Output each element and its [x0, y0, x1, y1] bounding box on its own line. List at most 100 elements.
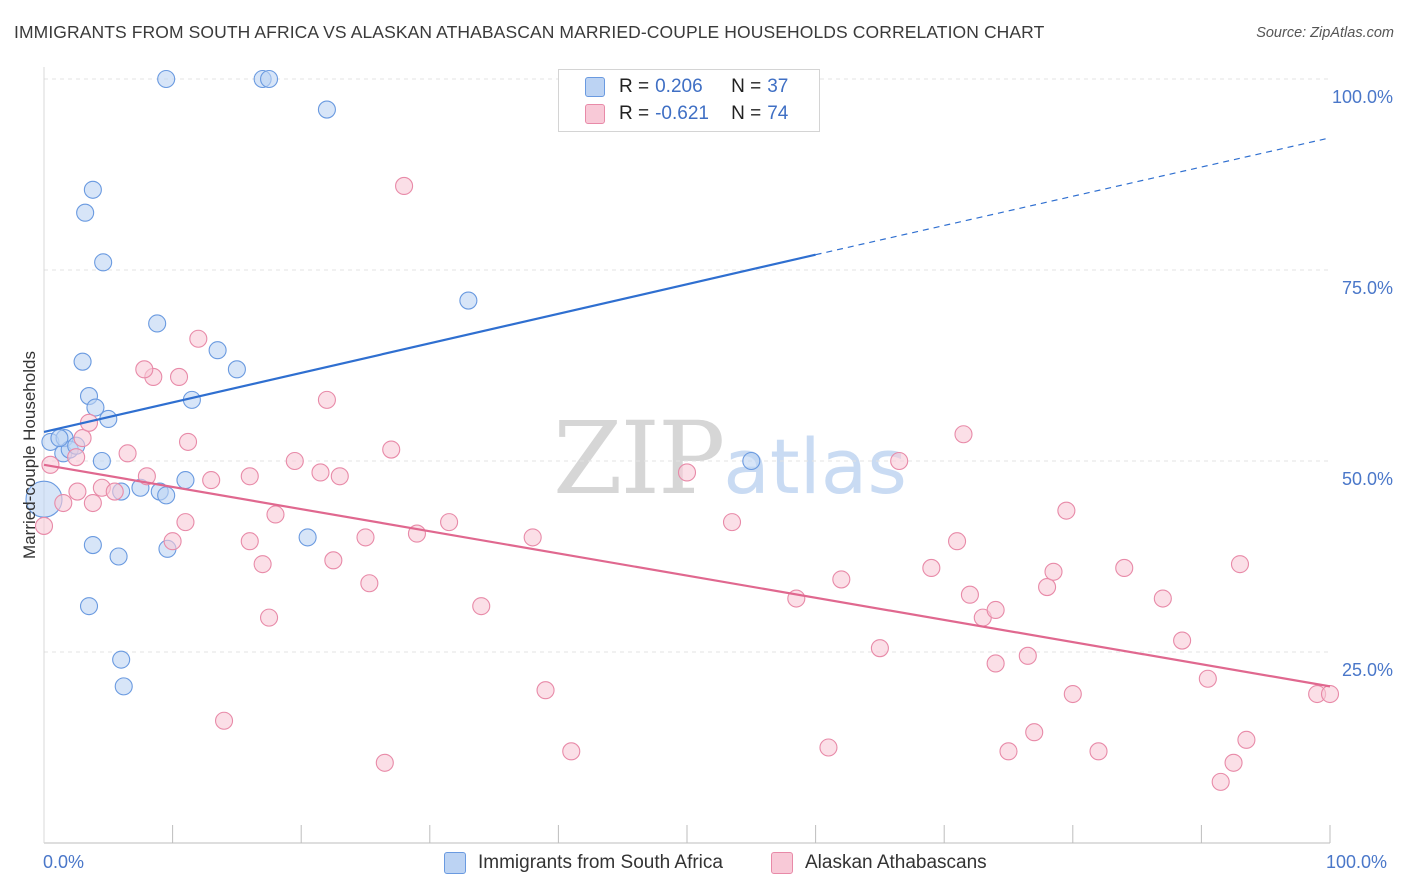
point-athabascan: [1063, 684, 1082, 704]
point-south-africa: [79, 597, 99, 616]
point-athabascan: [178, 432, 198, 451]
series-legend-athabascans: Alaskan Athabascans: [771, 852, 987, 874]
point-athabascan: [1224, 753, 1243, 772]
point-athabascan: [240, 467, 259, 486]
point-athabascan: [169, 367, 189, 387]
series-name-south-africa: Immigrants from South Africa: [478, 852, 723, 873]
legend-n-value: 74: [767, 103, 789, 124]
point-athabascan: [356, 528, 375, 547]
point-athabascan: [677, 463, 697, 482]
trend-line-south-africa: [43, 253, 816, 434]
point-south-africa: [157, 69, 176, 89]
series-swatch-pink: [771, 852, 793, 874]
point-athabascan: [922, 558, 941, 578]
point-athabascan: [890, 451, 909, 471]
trend-line-extension-south-africa: [815, 137, 1331, 256]
legend-swatch-blue: [585, 77, 605, 97]
trend-line-athabascan: [43, 463, 1331, 688]
watermark-zip: ZIP: [553, 400, 725, 517]
legend-r-label: R =: [619, 103, 650, 124]
point-athabascan: [375, 753, 394, 772]
point-athabascan: [317, 390, 336, 409]
legend-n-label: N =: [731, 76, 762, 97]
point-athabascan: [285, 451, 304, 471]
point-athabascan: [1237, 730, 1256, 749]
point-south-africa: [742, 451, 761, 471]
point-south-africa: [112, 650, 131, 669]
point-athabascan: [137, 467, 156, 486]
legend-n-value: 37: [767, 76, 789, 97]
point-athabascan: [202, 471, 221, 490]
point-athabascan: [330, 467, 349, 486]
y-tick-label-50: 50.0%: [1341, 469, 1393, 489]
point-athabascan: [67, 448, 86, 467]
point-athabascan: [73, 429, 92, 448]
point-athabascan: [135, 360, 154, 379]
point-athabascan: [395, 176, 414, 196]
point-athabascan: [986, 600, 1005, 620]
x-tick-label-max: 100.0%: [1326, 852, 1388, 872]
legend-row-south-africa: R = 0.206 N = 37: [585, 75, 788, 99]
point-athabascan: [189, 329, 208, 348]
point-athabascan: [472, 597, 491, 616]
x-tick-label-min: 0.0%: [43, 852, 85, 872]
point-athabascan: [382, 440, 401, 459]
legend-row-athabascans: R = -0.621 N = 74: [585, 102, 788, 126]
point-athabascan: [240, 532, 259, 551]
y-tick-label-75: 75.0%: [1341, 278, 1393, 298]
point-athabascan: [1018, 646, 1037, 665]
legend-r-value: -0.621: [655, 103, 709, 124]
point-athabascan: [948, 532, 967, 551]
point-south-africa: [109, 547, 128, 566]
legend-n-label: N =: [731, 103, 762, 124]
point-athabascan: [259, 608, 279, 627]
y-axis-label: Married-couple Households: [20, 351, 39, 559]
correlation-legend: R = 0.206 N = 37 R = -0.621 N = 74: [558, 69, 820, 132]
point-south-africa: [73, 352, 92, 371]
legend-r-label: R =: [619, 76, 650, 97]
point-athabascan: [311, 463, 330, 482]
point-athabascan: [1198, 669, 1217, 688]
point-south-africa: [76, 203, 95, 222]
point-athabascan: [54, 493, 73, 513]
point-athabascan: [870, 639, 889, 658]
point-athabascan: [1044, 562, 1063, 581]
point-south-africa: [157, 486, 176, 505]
watermark: ZIPatlas: [553, 400, 907, 517]
point-south-africa: [50, 429, 69, 448]
point-athabascan: [1320, 684, 1340, 704]
point-south-africa: [86, 398, 105, 417]
point-athabascan: [68, 482, 87, 501]
point-athabascan: [360, 574, 379, 593]
point-athabascan: [83, 493, 102, 513]
point-athabascan: [960, 585, 979, 604]
y-tick-label-25: 25.0%: [1341, 660, 1393, 680]
point-athabascan: [523, 528, 542, 547]
point-athabascan: [176, 513, 195, 532]
point-athabascan: [722, 513, 742, 532]
point-south-africa: [317, 100, 336, 119]
point-south-africa: [92, 451, 111, 471]
point-athabascan: [562, 742, 581, 761]
point-athabascan: [986, 654, 1005, 673]
y-tick-label-100: 100.0%: [1331, 87, 1393, 107]
point-athabascan: [34, 516, 54, 535]
point-athabascan: [1230, 555, 1250, 574]
source-label: Source: ZipAtlas.com: [1256, 25, 1394, 41]
point-athabascan: [253, 555, 272, 574]
legend-swatch-pink: [585, 104, 605, 124]
point-athabascan: [954, 425, 973, 444]
point-athabascan: [440, 513, 459, 532]
point-athabascan: [1173, 631, 1192, 650]
point-athabascan: [536, 681, 555, 700]
point-south-africa: [83, 535, 102, 555]
point-athabascan: [118, 444, 137, 463]
point-athabascan: [1211, 772, 1230, 791]
series-name-athabascans: Alaskan Athabascans: [805, 852, 987, 873]
point-south-africa: [83, 180, 102, 199]
point-south-africa: [227, 360, 246, 379]
series-swatch-blue: [444, 852, 466, 874]
point-athabascan: [999, 742, 1018, 761]
point-south-africa: [259, 69, 279, 89]
